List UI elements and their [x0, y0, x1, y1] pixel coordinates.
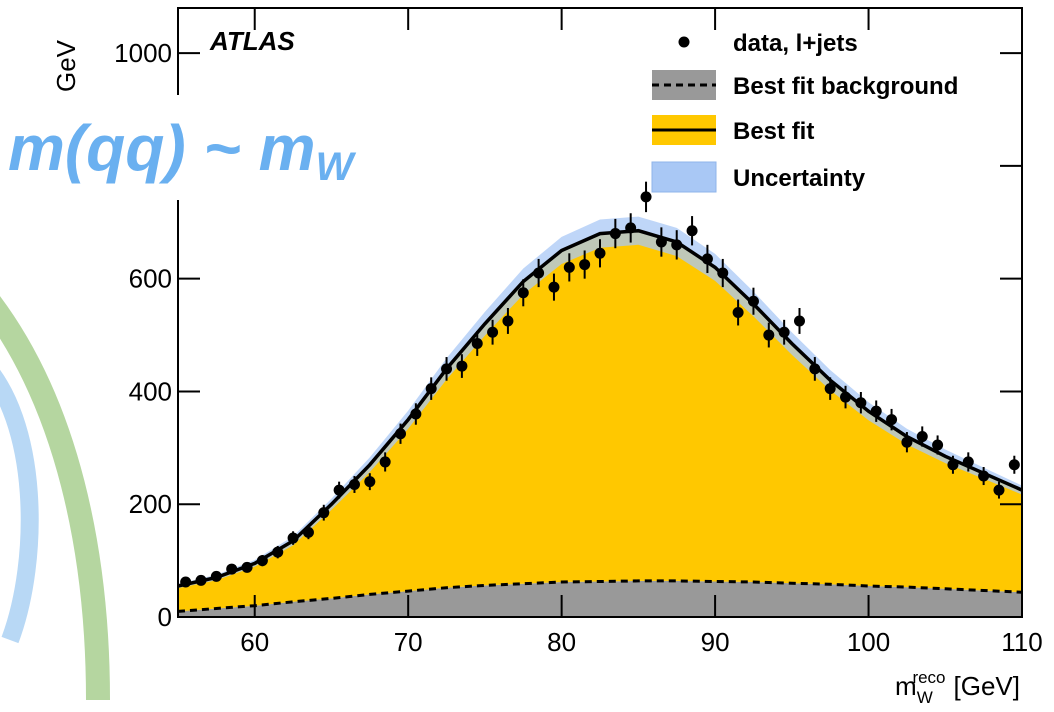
- data-point: [548, 281, 560, 293]
- data-point: [609, 228, 621, 240]
- data-point: [886, 414, 898, 426]
- data-point: [318, 507, 330, 519]
- decor-arc-blue: [0, 370, 39, 644]
- plot-area: 0200400600800100060708090100110data, l+j…: [114, 7, 1043, 657]
- data-point: [364, 476, 376, 488]
- data-point: [195, 574, 207, 586]
- y-tick-label: 600: [129, 264, 172, 294]
- data-point: [824, 383, 836, 395]
- background-line: [177, 579, 1023, 613]
- background-fill: [178, 580, 1022, 617]
- data-point: [778, 326, 790, 338]
- data-point: [701, 253, 713, 265]
- y-tick-label: 0: [158, 602, 172, 632]
- legend-swatch: [651, 161, 717, 193]
- data-point: [640, 191, 652, 203]
- data-point: [1008, 459, 1020, 471]
- decor-arc-green: [0, 296, 110, 701]
- data-point: [717, 267, 729, 279]
- x-tick-label: 110: [1001, 627, 1042, 657]
- data-point: [471, 338, 483, 350]
- data-point: [901, 436, 913, 448]
- legend-label: Uncertainty: [733, 165, 866, 192]
- data-point: [763, 329, 775, 341]
- data-point: [395, 428, 407, 440]
- fit-line: [177, 228, 1023, 588]
- data-point: [502, 315, 514, 327]
- legend-marker: [678, 36, 690, 48]
- data-point: [855, 397, 867, 409]
- data-point: [210, 570, 222, 582]
- data-point: [517, 287, 529, 299]
- data-point: [533, 267, 545, 279]
- data-point: [655, 236, 667, 248]
- x-tick-label: 60: [240, 627, 269, 657]
- data-point: [272, 546, 284, 558]
- data-point: [180, 576, 192, 588]
- data-point: [287, 532, 299, 544]
- data-point: [302, 526, 314, 538]
- annotation: m(qq) ~ mW: [8, 112, 357, 189]
- data-point: [916, 431, 928, 443]
- legend-label: Best fit: [733, 118, 814, 145]
- data-point: [226, 563, 238, 575]
- data-point: [809, 363, 821, 375]
- data-point: [379, 456, 391, 468]
- data-point: [993, 484, 1005, 496]
- data-point: [348, 478, 360, 490]
- data-point: [840, 391, 852, 403]
- data-point: [671, 239, 683, 251]
- signal-fill: [178, 230, 1022, 612]
- uncertainty-band: [178, 216, 1022, 589]
- x-label-unit: [GeV]: [954, 671, 1020, 701]
- data-point: [487, 326, 499, 338]
- data-point: [932, 439, 944, 451]
- annotation-sub: W: [316, 145, 357, 189]
- data-point: [456, 360, 468, 372]
- annotation-background: [0, 95, 495, 200]
- data-point: [333, 484, 345, 496]
- data-point: [594, 247, 606, 259]
- data-point: [241, 561, 253, 573]
- data-point: [256, 555, 268, 567]
- data-point: [441, 363, 453, 375]
- y-tick-label: 200: [129, 489, 172, 519]
- data-point: [747, 295, 759, 307]
- data-point: [732, 307, 744, 318]
- data-point: [947, 459, 959, 471]
- x-tick-label: 80: [547, 627, 576, 657]
- legend-label: data, l+jets: [733, 30, 858, 57]
- x-label-sub: W: [917, 688, 933, 707]
- y-tick-label: 400: [129, 376, 172, 406]
- x-label-base: m: [895, 671, 917, 701]
- data-point: [410, 408, 422, 420]
- legend-label: Best fit background: [733, 73, 958, 100]
- x-label-sup: reco: [912, 668, 945, 687]
- data-point: [978, 470, 990, 482]
- atlas-label: ATLAS: [209, 26, 295, 56]
- data-point: [625, 222, 637, 234]
- data-point: [563, 261, 575, 273]
- x-axis-label: mWreco [GeV]: [895, 668, 1020, 707]
- x-tick-label: 70: [394, 627, 423, 657]
- data-point: [579, 259, 591, 271]
- annotation-text: m(qq) ~ m: [8, 112, 316, 184]
- y-tick-label: 1000: [114, 38, 172, 68]
- data-point: [793, 315, 805, 327]
- x-tick-label: 90: [701, 627, 730, 657]
- data-point: [962, 456, 974, 468]
- x-tick-label: 100: [847, 627, 890, 657]
- data-point: [686, 225, 698, 237]
- data-point: [870, 405, 882, 417]
- plot-frame: [177, 7, 1023, 618]
- data-point: [425, 383, 437, 395]
